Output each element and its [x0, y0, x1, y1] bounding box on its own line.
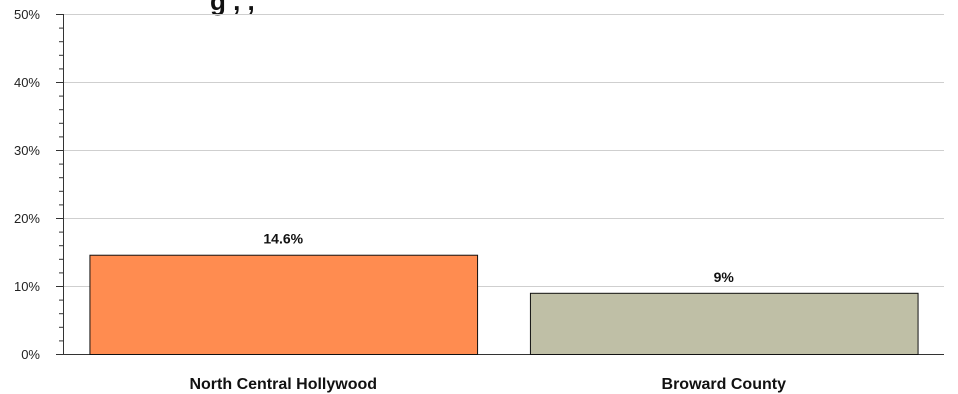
bar-value-label: 9%	[714, 269, 735, 285]
bars	[89, 254, 919, 355]
y-tick-label: 30%	[14, 143, 40, 158]
labels: 14.6% North Central Hollywood 9% Broward Co…	[189, 231, 786, 393]
bar-value-label: 14.6%	[263, 231, 303, 247]
category-label: Broward County	[662, 376, 787, 393]
y-tick-label: 20%	[14, 211, 40, 226]
bar-broward-county	[529, 292, 919, 355]
y-tick-label: 0%	[21, 347, 40, 362]
y-tick-label: 50%	[14, 7, 40, 22]
gridlines	[63, 14, 944, 287]
category-label: North Central Hollywood	[189, 376, 377, 393]
bar-north-central-hollywood	[89, 254, 479, 355]
chart-title-fragment: g , ,	[210, 0, 255, 16]
y-tick-label: 10%	[14, 279, 40, 294]
y-tick-label: 40%	[14, 75, 40, 90]
